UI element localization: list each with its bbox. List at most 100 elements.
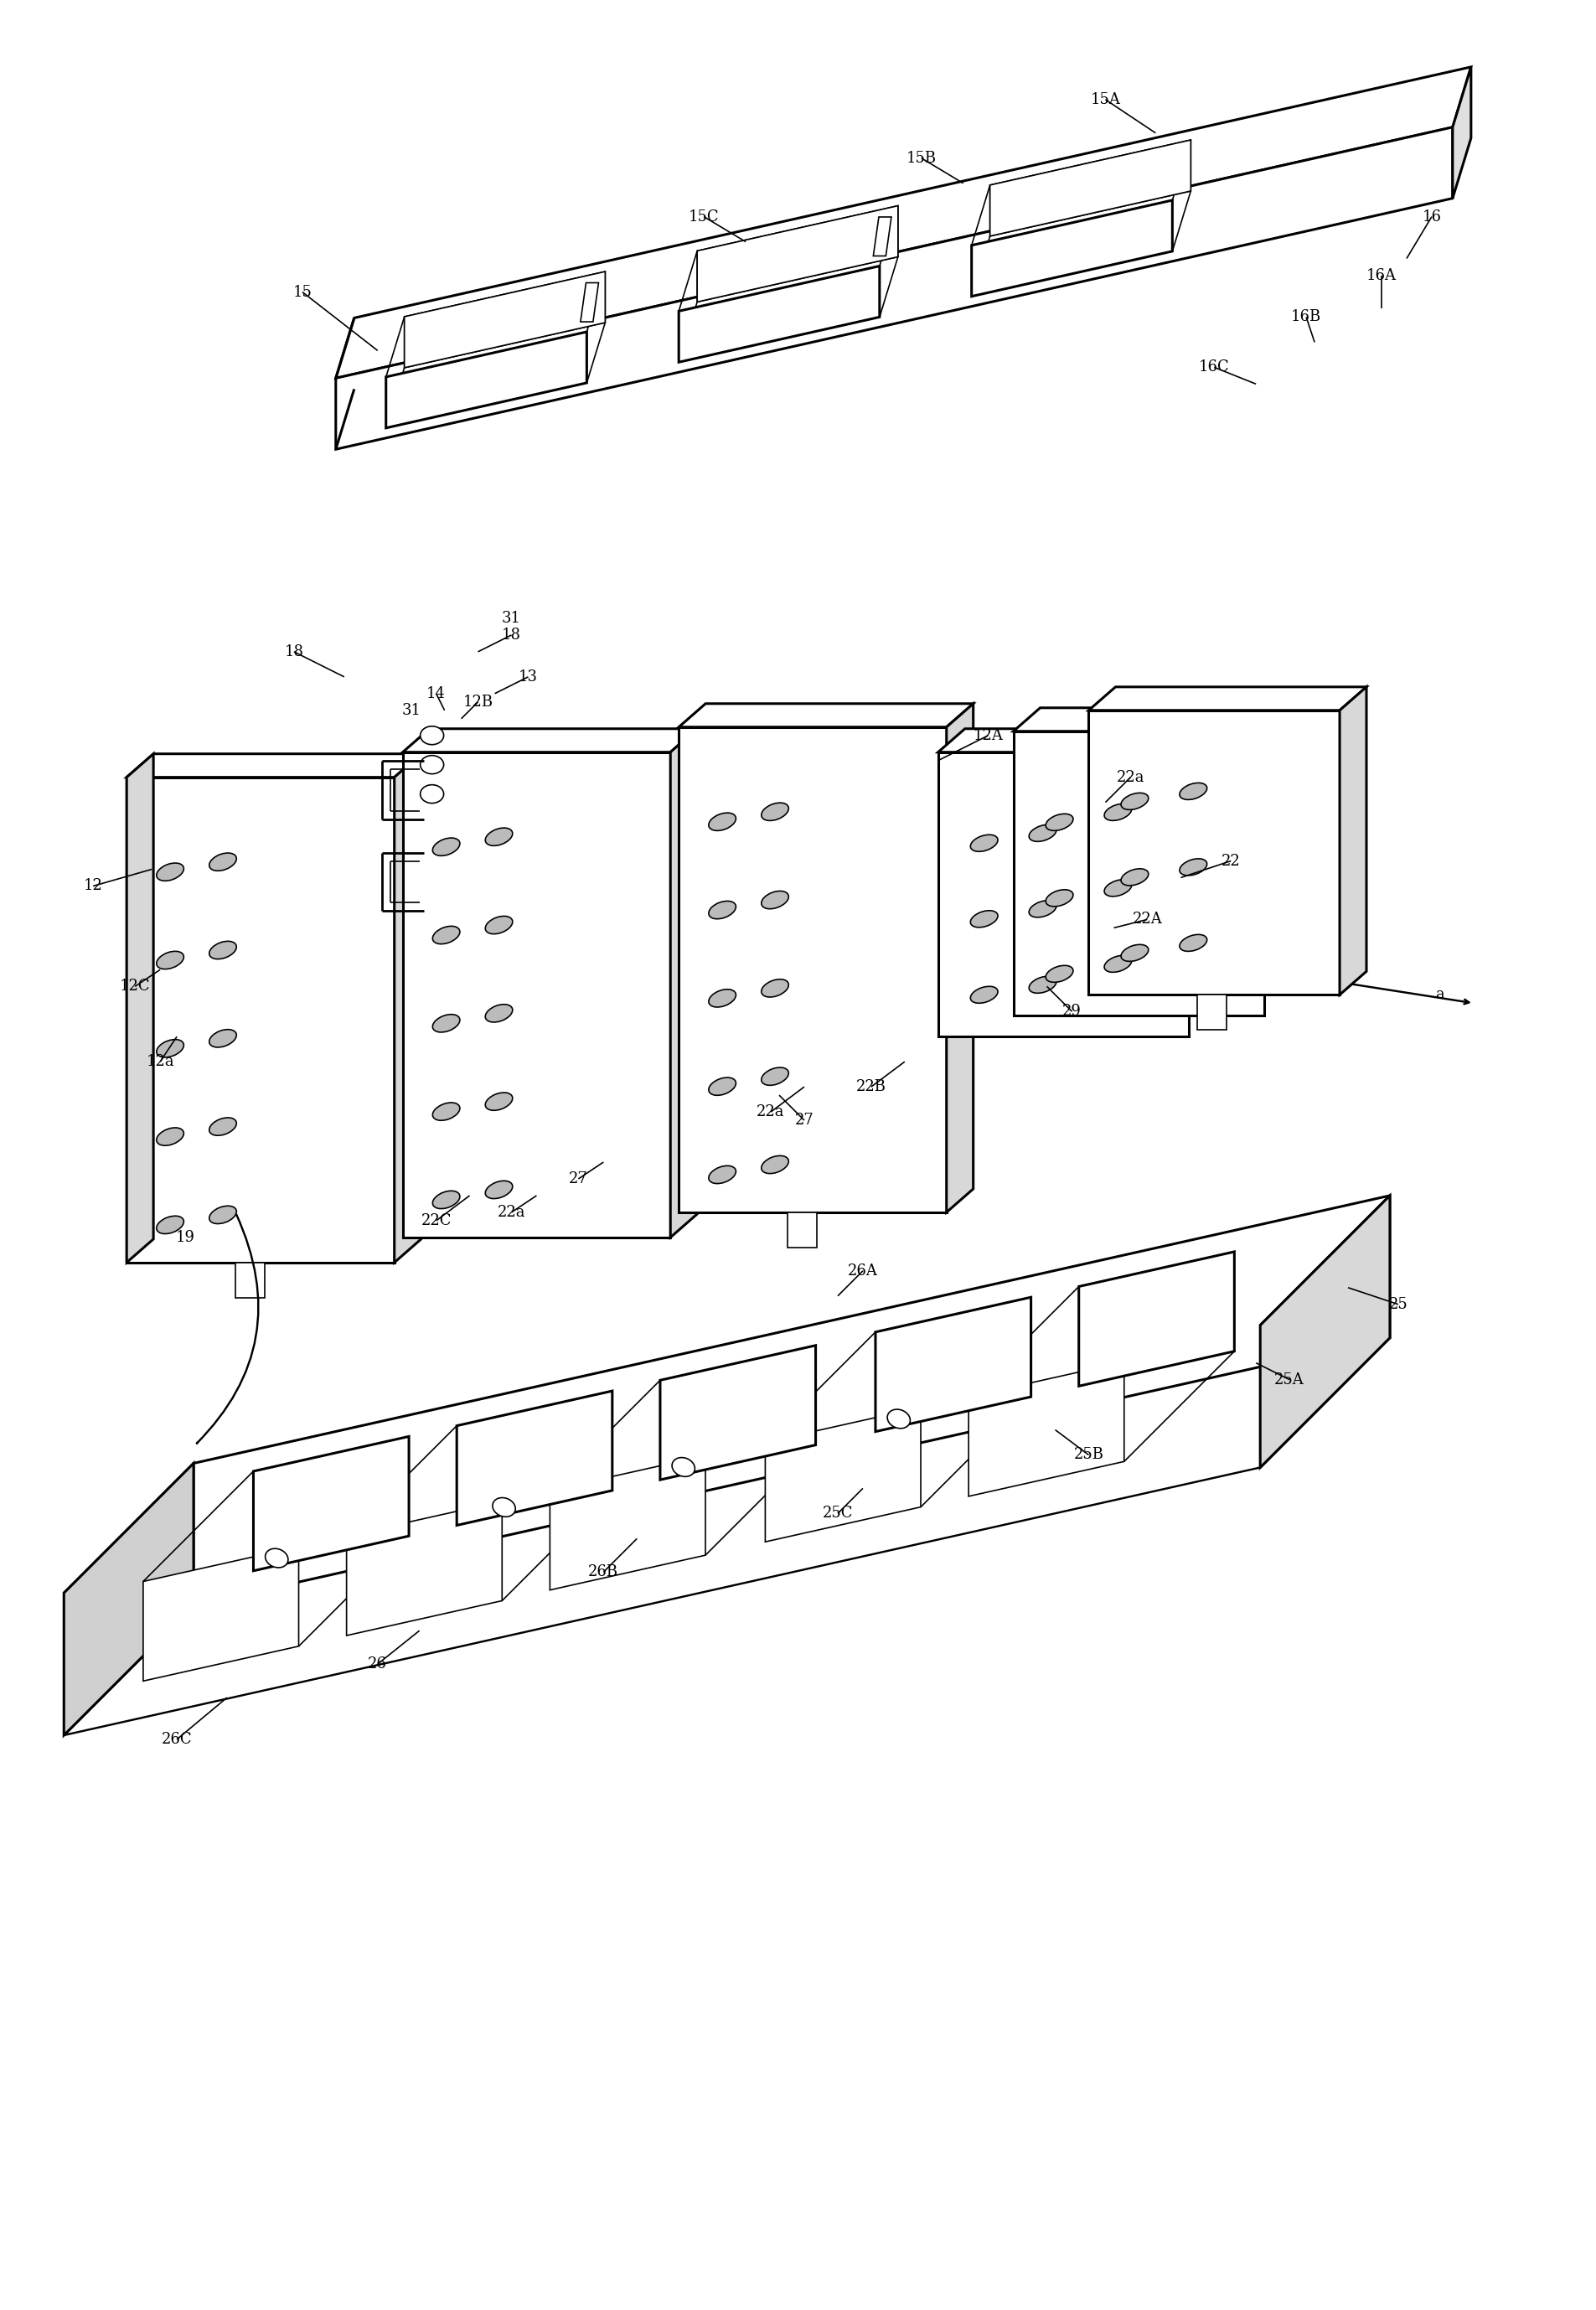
Text: 16: 16: [1422, 210, 1441, 224]
Ellipse shape: [156, 1040, 184, 1058]
Ellipse shape: [433, 1014, 460, 1033]
Ellipse shape: [209, 1206, 236, 1224]
Text: 25C: 25C: [822, 1506, 852, 1520]
Polygon shape: [193, 1197, 1389, 1605]
Ellipse shape: [485, 1005, 512, 1023]
Polygon shape: [990, 141, 1191, 236]
Ellipse shape: [433, 926, 460, 945]
Ellipse shape: [1120, 869, 1148, 885]
Polygon shape: [64, 1462, 193, 1735]
Ellipse shape: [156, 952, 184, 970]
Text: 12a: 12a: [145, 1053, 174, 1070]
Ellipse shape: [420, 725, 444, 744]
Polygon shape: [678, 266, 879, 363]
Ellipse shape: [709, 813, 736, 832]
Text: 16A: 16A: [1366, 268, 1396, 282]
Ellipse shape: [420, 785, 444, 804]
Text: a: a: [1435, 986, 1444, 1003]
Polygon shape: [335, 67, 1470, 379]
Polygon shape: [386, 333, 586, 427]
Ellipse shape: [485, 1180, 512, 1199]
Polygon shape: [126, 753, 153, 1264]
Text: 22a: 22a: [1116, 769, 1144, 785]
Ellipse shape: [156, 864, 184, 880]
Text: 16C: 16C: [1199, 360, 1229, 374]
Polygon shape: [1259, 1197, 1389, 1467]
Ellipse shape: [970, 834, 998, 852]
Text: 12A: 12A: [974, 728, 1002, 744]
Text: 26A: 26A: [847, 1264, 878, 1277]
Polygon shape: [1452, 67, 1470, 199]
Polygon shape: [335, 127, 1452, 448]
Ellipse shape: [209, 1030, 236, 1046]
Polygon shape: [1339, 686, 1366, 996]
Polygon shape: [697, 206, 897, 303]
Polygon shape: [1013, 707, 1291, 732]
Text: 13: 13: [519, 670, 538, 684]
Polygon shape: [581, 282, 598, 321]
Ellipse shape: [709, 989, 736, 1007]
Polygon shape: [394, 753, 421, 1264]
Text: 16B: 16B: [1290, 310, 1321, 326]
Polygon shape: [1088, 686, 1366, 709]
Ellipse shape: [709, 1167, 736, 1183]
Text: 15C: 15C: [688, 210, 718, 224]
Ellipse shape: [761, 1067, 788, 1086]
Ellipse shape: [1179, 859, 1207, 875]
Text: 15B: 15B: [907, 150, 935, 166]
Polygon shape: [1079, 1252, 1234, 1386]
Text: 26C: 26C: [161, 1732, 192, 1746]
Ellipse shape: [970, 910, 998, 926]
Ellipse shape: [761, 804, 788, 820]
Text: 26B: 26B: [587, 1564, 618, 1580]
Polygon shape: [126, 776, 394, 1264]
Polygon shape: [235, 1264, 265, 1298]
Ellipse shape: [1104, 804, 1132, 820]
Ellipse shape: [970, 986, 998, 1003]
Ellipse shape: [1120, 792, 1148, 811]
Ellipse shape: [209, 940, 236, 959]
Text: 12: 12: [83, 878, 102, 894]
Polygon shape: [990, 141, 1191, 236]
Ellipse shape: [209, 1118, 236, 1137]
Ellipse shape: [1045, 966, 1073, 982]
Polygon shape: [697, 206, 897, 303]
Polygon shape: [764, 1407, 921, 1541]
Ellipse shape: [156, 1127, 184, 1146]
Text: 19: 19: [176, 1229, 195, 1245]
Ellipse shape: [485, 827, 512, 845]
Text: 18: 18: [501, 628, 520, 642]
Text: 31: 31: [401, 702, 420, 718]
Polygon shape: [346, 1502, 501, 1635]
Ellipse shape: [156, 1215, 184, 1234]
Text: 22A: 22A: [1132, 912, 1162, 926]
Text: 12C: 12C: [120, 979, 150, 993]
Ellipse shape: [1104, 956, 1132, 973]
Ellipse shape: [1179, 783, 1207, 799]
Polygon shape: [1013, 732, 1264, 1016]
Ellipse shape: [209, 852, 236, 871]
Text: 14: 14: [426, 686, 445, 702]
Ellipse shape: [672, 1458, 694, 1476]
Ellipse shape: [485, 917, 512, 933]
Polygon shape: [875, 1298, 1031, 1432]
Ellipse shape: [761, 979, 788, 998]
Text: 22: 22: [1221, 852, 1240, 869]
Ellipse shape: [485, 1093, 512, 1111]
Polygon shape: [456, 1391, 611, 1525]
Polygon shape: [1088, 709, 1339, 996]
Ellipse shape: [887, 1409, 910, 1428]
Ellipse shape: [420, 755, 444, 774]
Ellipse shape: [709, 901, 736, 919]
Text: 22a: 22a: [757, 1104, 784, 1120]
Ellipse shape: [1028, 977, 1057, 993]
Polygon shape: [402, 753, 670, 1238]
Text: 26: 26: [367, 1656, 386, 1672]
Polygon shape: [787, 1213, 817, 1247]
Ellipse shape: [1045, 889, 1073, 906]
Polygon shape: [678, 728, 946, 1213]
Text: 25: 25: [1389, 1296, 1408, 1312]
Text: 25B: 25B: [1073, 1448, 1103, 1462]
Ellipse shape: [1179, 936, 1207, 952]
Text: 22C: 22C: [421, 1213, 452, 1229]
